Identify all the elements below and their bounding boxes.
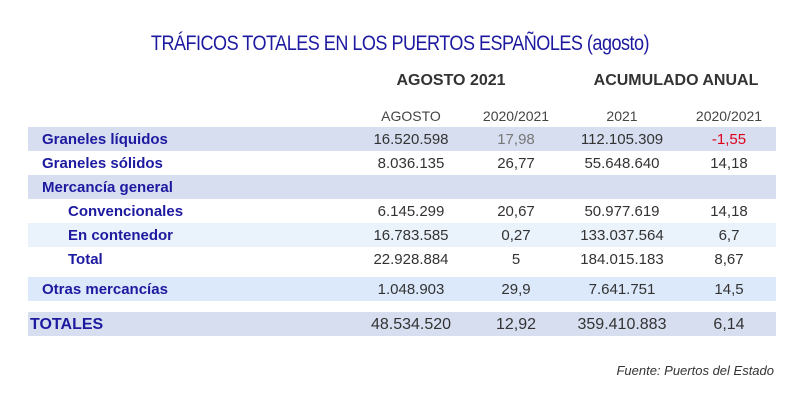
group-header-agosto: AGOSTO 2021 [396,72,506,89]
table-cell: 17,98 [497,131,535,148]
table-cell: 20,67 [497,203,535,220]
table-row: TOTALES 48.534.520 12,92 359.410.883 6,14 [28,312,776,336]
table-row: Total 22.928.884 5 184.015.183 8,67 [28,247,776,271]
table-cell: 184.015.183 [580,251,664,268]
table-cell: 1.048.903 [377,281,445,298]
table-cell: 26,77 [497,155,535,172]
table-cell: 8,67 [714,251,744,268]
table-cell: 6,14 [713,316,745,333]
table-cell: 359.410.883 [577,316,667,333]
table-cell: 29,9 [501,281,531,298]
row-label: Convencionales [68,203,184,220]
row-label: TOTALES [30,316,104,333]
table-cell: 8.036.135 [377,155,445,172]
source-note: Fuente: Puertos del Estado [616,363,774,378]
table-cell: 5 [511,251,521,268]
table-cell: 6,7 [718,227,740,244]
row-label: Otras mercancías [42,281,168,298]
column-header: 2021 [606,108,638,124]
table-title: TRÁFICOS TOTALES EN LOS PUERTOS ESPAÑOLE… [150,32,650,55]
table-row: Mercancía general [28,175,776,199]
table-cell: 16.520.598 [373,131,449,148]
row-label: En contenedor [68,227,174,244]
table-cell: 48.534.520 [370,316,452,333]
table-row: Graneles sólidos 8.036.135 26,77 55.648.640… [28,151,776,175]
table-cell: 14,18 [710,203,748,220]
table-cell: 16.783.585 [373,227,449,244]
row-label: Mercancía general [42,179,173,196]
table-cell: 12,92 [495,316,537,333]
table-row: Convencionales 6.145.299 20,67 50.977.619 14… [28,199,776,223]
column-header: 2020/2021 [695,108,763,124]
table-cell: 112.105.309 [580,131,664,148]
table-row: En contenedor 16.783.585 0,27 133.037.564 6,… [28,223,776,247]
column-header: 2020/2021 [482,108,550,124]
table-cell: 6.145.299 [377,203,445,220]
table-row: Otras mercancías 1.048.903 29,9 7.641.751 14… [28,277,776,301]
table-cell: 22.928.884 [373,251,449,268]
column-header: AGOSTO [381,108,441,124]
table-cell: 55.648.640 [584,155,660,172]
table-cell: 14,18 [710,155,748,172]
row-label: Graneles sólidos [42,155,163,172]
table-row: Graneles líquidos 16.520.598 17,98 112.105.… [28,127,776,151]
table-cell: 50.977.619 [584,203,660,220]
group-header-acumulado: ACUMULADO ANUAL [593,72,759,89]
table-cell: 7.641.751 [588,281,656,298]
table-cell: -1,55 [711,131,747,148]
row-label: Total [68,251,103,268]
row-label: Graneles líquidos [42,131,168,148]
table-cell: 133.037.564 [580,227,664,244]
table-cell: 0,27 [501,227,531,244]
table-cell: 14,5 [714,281,744,298]
